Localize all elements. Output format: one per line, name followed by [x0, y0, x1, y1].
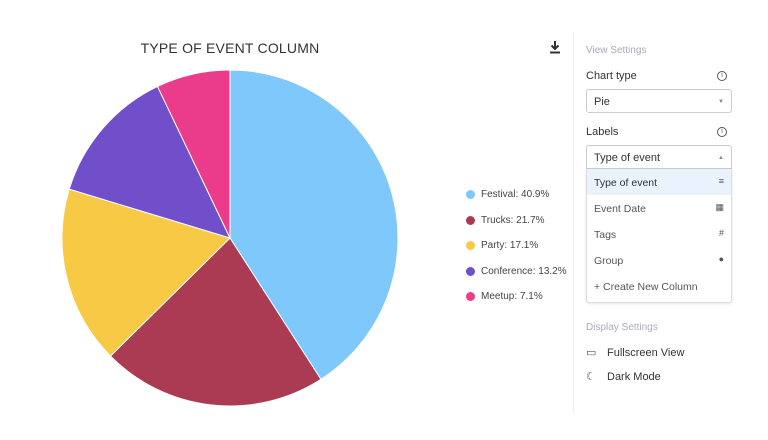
legend-label: Trucks: 21.7% [481, 214, 545, 226]
menu-item-type-of-event[interactable]: Type of event ≡ [587, 169, 731, 195]
create-new-column-button[interactable]: + Create New Column [594, 281, 698, 293]
circle-icon: ● [718, 254, 724, 264]
legend-dot [466, 241, 475, 251]
legend-item: Party: 17.1% [466, 233, 567, 259]
pie-slice-festival [229, 69, 399, 380]
labels-value: Type of event [594, 152, 661, 164]
labels-label: Labels [586, 126, 619, 138]
pie-slice-party [61, 188, 231, 357]
moon-icon: ☾ [586, 371, 596, 383]
dark-mode-option[interactable]: ☾ Dark Mode [586, 370, 661, 384]
legend-dot [466, 266, 475, 276]
legend-label: Party: 17.1% [481, 240, 539, 252]
pie-slice-conference [68, 85, 231, 239]
legend-label: Conference: 13.2% [481, 265, 567, 277]
menu-item-event-date[interactable]: Event Date ▦ [587, 195, 731, 221]
pie-slice-meetup [156, 69, 231, 239]
settings-panel: View Settings Chart type i Pie ▼ Labels i… [573, 32, 768, 412]
legend-item: Meetup: 7.1% [466, 284, 567, 310]
labels-select[interactable]: Type of event ▲ [586, 145, 732, 169]
legend-label: Meetup: 7.1% [481, 291, 543, 303]
chart-legend: Festival: 40.9% Trucks: 21.7% Party: 17.… [466, 182, 567, 310]
pie-slice-trucks [109, 237, 322, 407]
legend-item: Trucks: 21.7% [466, 208, 567, 234]
menu-item-group[interactable]: Group ● [587, 247, 731, 273]
info-icon[interactable]: i [717, 71, 727, 81]
menu-item-label: Type of event [594, 177, 658, 189]
download-icon[interactable] [548, 40, 562, 54]
view-settings-heading: View Settings [586, 45, 647, 56]
labels-dropdown-menu: Type of event ≡ Event Date ▦ Tags # Group ● … [586, 169, 732, 303]
menu-item-label: Group [594, 255, 624, 267]
chart-type-value: Pie [594, 96, 610, 108]
chart-type-select[interactable]: Pie ▼ [586, 89, 732, 113]
legend-dot [466, 215, 475, 225]
legend-item: Conference: 13.2% [466, 259, 567, 285]
legend-label: Festival: 40.9% [481, 189, 550, 201]
pie-chart [61, 69, 399, 407]
hash-icon: # [718, 228, 724, 238]
display-settings-heading: Display Settings [586, 322, 658, 333]
chart-type-label: Chart type [586, 70, 637, 82]
legend-dot [466, 190, 475, 200]
menu-item-label: Event Date [594, 203, 646, 215]
info-icon[interactable]: i [717, 127, 727, 137]
lines-icon: ≡ [718, 176, 724, 186]
window-icon: ▭ [586, 347, 597, 359]
chevron-up-icon: ▲ [718, 155, 724, 161]
menu-item-label: Tags [594, 229, 617, 241]
legend-item: Festival: 40.9% [466, 182, 567, 208]
chevron-down-icon: ▼ [718, 99, 724, 105]
legend-dot [466, 292, 475, 302]
chart-title: TYPE OF EVENT COLUMN [140, 40, 320, 56]
calendar-icon: ▦ [715, 202, 724, 212]
fullscreen-view-option[interactable]: ▭ Fullscreen View [586, 346, 685, 360]
fullscreen-label: Fullscreen View [607, 346, 685, 359]
menu-item-tags[interactable]: Tags # [587, 221, 731, 247]
dark-mode-label: Dark Mode [607, 370, 661, 383]
